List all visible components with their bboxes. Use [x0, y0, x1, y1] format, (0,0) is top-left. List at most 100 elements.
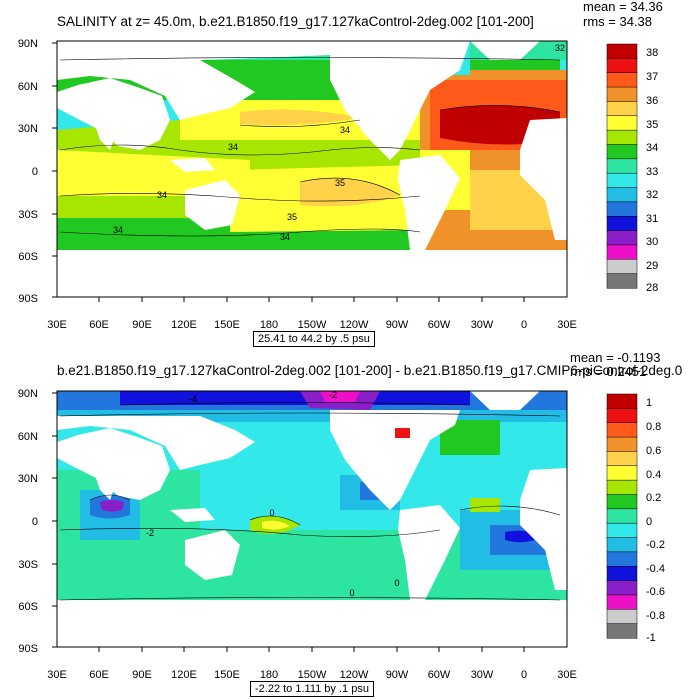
- colorbar-swatch: [606, 537, 638, 553]
- lat-tick-label: 0: [32, 516, 38, 528]
- lat-ticks: [52, 42, 57, 298]
- rms-stat: rms = 34.38: [583, 14, 653, 29]
- land-masks: [57, 391, 567, 647]
- lat-tick-label: 90S: [18, 643, 38, 655]
- colorbar-swatch: [606, 580, 638, 596]
- colorbar-label: 38: [646, 47, 658, 59]
- lon-tick-label: 0: [521, 669, 527, 681]
- lon-tick-label: 150W: [298, 669, 327, 681]
- lon-tick-label: 30E: [557, 319, 577, 331]
- colorbar-label: 33: [646, 166, 658, 178]
- colorbar-swatch: [606, 436, 638, 452]
- colorbar-label: -0.6: [646, 586, 665, 598]
- contour-label: 0: [349, 588, 354, 598]
- colorbar-swatch: [606, 508, 638, 524]
- salinity-map-panel: SALINITY at z= 45.0m, b.e21.B1850.f19_g1…: [18, 0, 663, 347]
- colorbar-swatch: [606, 58, 638, 74]
- lat-tick-label: 30N: [18, 123, 38, 135]
- lat-tick-label: 60S: [18, 601, 38, 613]
- colorbar-swatch: [606, 393, 638, 409]
- lat-ticks: [52, 392, 57, 648]
- lon-tick-label: 30W: [471, 669, 494, 681]
- colorbar-label: 28: [646, 282, 658, 294]
- colorbar-label: 35: [646, 119, 658, 131]
- colorbar-label: -0.8: [646, 610, 665, 622]
- contour-label: 35: [287, 212, 297, 222]
- contour-label: 34: [280, 232, 290, 242]
- lon-tick-label: 150W: [298, 319, 327, 331]
- contour-label: 0: [394, 578, 399, 588]
- colorbar-label: -0.2: [646, 539, 665, 551]
- lon-tick-label: 30E: [557, 669, 577, 681]
- colorbar-swatch: [606, 115, 638, 131]
- colorbar-label: -0.4: [646, 563, 665, 575]
- colorbar-swatch: [606, 479, 638, 496]
- lon-tick-label: 120E: [171, 319, 197, 331]
- contour-label: 34: [228, 142, 238, 152]
- contour-label: 35: [335, 178, 345, 188]
- contour-labels: 32 34 34 34 35 35 34 34: [113, 43, 565, 242]
- contour-lines: [59, 57, 561, 237]
- contour-labels: -4 -2 0 0 0 -2: [146, 390, 400, 598]
- contour-label: 34: [113, 225, 123, 235]
- lon-ticks: [98, 647, 525, 652]
- salinity-difference-panel: b.e21.B1850.f19_g17.127kaControl-2deg.00…: [0, 350, 700, 700]
- colorbar-swatch: [606, 101, 638, 117]
- colorbar: [606, 43, 638, 289]
- contour-lines: [59, 402, 561, 601]
- lon-tick-label: 150E: [214, 319, 240, 331]
- lat-tick-label: 60N: [18, 431, 38, 443]
- colorbar-swatch: [606, 422, 638, 438]
- lat-axis: 90N 60N 30N 0 30S 60S 90S: [18, 388, 38, 655]
- colorbar-label: 31: [646, 213, 658, 225]
- colorbar-label: 0: [646, 516, 652, 528]
- colorbar-swatch: [606, 594, 638, 610]
- lon-tick-label: 120W: [340, 319, 369, 331]
- difference-field: [57, 391, 567, 647]
- lat-tick-label: 90N: [18, 38, 38, 50]
- lat-tick-label: 90N: [18, 388, 38, 400]
- colorbar-labels: 38 37 36 35 34 33 32 31 30 29 28: [646, 47, 658, 294]
- colorbar-swatch: [606, 72, 638, 88]
- lon-tick-label: 90W: [386, 319, 409, 331]
- lon-tick-label: 180: [260, 319, 278, 331]
- colorbar-swatch: [606, 259, 638, 275]
- colorbar-label: 0.2: [646, 492, 661, 504]
- lon-tick-label: 60E: [89, 319, 109, 331]
- lat-tick-label: 30N: [18, 473, 38, 485]
- lon-tick-label: 120E: [171, 669, 197, 681]
- colorbar-swatch: [606, 144, 638, 160]
- contour-range-label: 25.41 to 44.2 by .5 psu: [253, 331, 375, 347]
- mean-stat: mean = 34.36: [583, 0, 663, 14]
- colorbar-label: 30: [646, 236, 658, 248]
- lon-tick-label: 60W: [428, 319, 451, 331]
- salinity-map: 32 34 34 34 35 35 34 34 90N 60N 30N 0 30…: [18, 38, 658, 331]
- contour-label: 34: [157, 190, 167, 200]
- salinity-field: [57, 41, 567, 297]
- map-title: SALINITY at z= 45.0m, b.e21.B1850.f19_g1…: [57, 14, 534, 29]
- difference-map: -4 -2 0 0 0 -2 90N 60N 30N 0 30S 60S 90S…: [18, 388, 665, 681]
- colorbar-label: 0.4: [646, 469, 661, 481]
- colorbar-swatch: [606, 494, 638, 510]
- colorbar-swatch: [606, 244, 638, 260]
- lon-tick-label: 0: [521, 319, 527, 331]
- lon-tick-label: 60W: [428, 669, 451, 681]
- mean-stat: mean = -0.1193: [570, 350, 661, 365]
- lon-axis: 30E 60E 90E 120E 150E 180 150W 120W 90W …: [47, 669, 577, 681]
- colorbar-label: 32: [646, 189, 658, 201]
- colorbar-swatch: [606, 451, 638, 467]
- map-title: b.e21.B1850.f19_g17.127kaControl-2deg.00…: [57, 363, 683, 378]
- lat-tick-label: 60N: [18, 81, 38, 93]
- colorbar-swatch: [606, 408, 638, 424]
- colorbar-swatch: [606, 609, 638, 625]
- colorbar-swatch: [606, 565, 638, 582]
- lon-tick-label: 180: [260, 669, 278, 681]
- colorbar-swatch: [606, 86, 638, 102]
- contour-label: 32: [555, 43, 565, 53]
- land-masks: [57, 41, 567, 297]
- colorbar-label: 0.6: [646, 445, 661, 457]
- lat-tick-label: 60S: [18, 251, 38, 263]
- colorbar-label: -1: [646, 632, 656, 644]
- lat-tick-label: 0: [32, 166, 38, 178]
- contour-range-label: -2.22 to 1.111 by .1 psu: [250, 681, 374, 697]
